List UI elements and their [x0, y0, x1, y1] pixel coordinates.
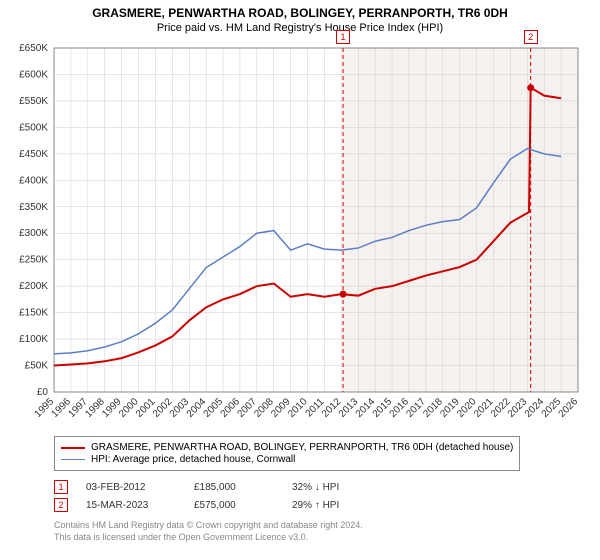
event-marker-2: 2 [524, 30, 538, 44]
legend-row: HPI: Average price, detached house, Corn… [61, 454, 513, 465]
event-delta: 29% ↑ HPI [292, 500, 339, 511]
legend-label: GRASMERE, PENWARTHA ROAD, BOLINGEY, PERR… [91, 442, 513, 453]
event-marker-1: 1 [336, 30, 350, 44]
svg-text:£500K: £500K [19, 122, 48, 133]
svg-text:£550K: £550K [19, 96, 48, 107]
svg-text:£100K: £100K [19, 334, 48, 345]
license-line1: Contains HM Land Registry data © Crown c… [54, 520, 363, 532]
legend-swatch [61, 447, 85, 449]
svg-text:£300K: £300K [19, 228, 48, 239]
license-line2: This data is licensed under the Open Gov… [54, 532, 363, 544]
legend-swatch [61, 459, 85, 460]
svg-text:£450K: £450K [19, 149, 48, 160]
svg-text:£400K: £400K [19, 175, 48, 186]
svg-text:£350K: £350K [19, 202, 48, 213]
price-chart: £0 £50K £100K £150K £200K £250K £300K £350K £400… [0, 0, 600, 440]
event-marker-icon: 1 [54, 480, 68, 494]
svg-text:£200K: £200K [19, 281, 48, 292]
svg-text:£50K: £50K [25, 361, 49, 372]
event-price: £185,000 [194, 482, 274, 493]
events-table: 1 03-FEB-2012 £185,000 32% ↓ HPI 2 15-MAR-202… [54, 476, 339, 516]
event-delta: 32% ↓ HPI [292, 482, 339, 493]
event-row: 2 15-MAR-2023 £575,000 29% ↑ HPI [54, 498, 339, 512]
legend-row: GRASMERE, PENWARTHA ROAD, BOLINGEY, PERR… [61, 442, 513, 453]
event-row: 1 03-FEB-2012 £185,000 32% ↓ HPI [54, 480, 339, 494]
event-date: 15-MAR-2023 [86, 500, 176, 511]
event-price: £575,000 [194, 500, 274, 511]
license-text: Contains HM Land Registry data © Crown c… [54, 520, 363, 543]
legend-label: HPI: Average price, detached house, Corn… [91, 454, 295, 465]
svg-text:£250K: £250K [19, 255, 48, 266]
svg-text:£0: £0 [37, 387, 49, 398]
event-marker-icon: 2 [54, 498, 68, 512]
svg-text:£150K: £150K [19, 308, 48, 319]
event-date: 03-FEB-2012 [86, 482, 176, 493]
svg-text:£650K: £650K [19, 43, 48, 54]
svg-text:£600K: £600K [19, 69, 48, 80]
legend: GRASMERE, PENWARTHA ROAD, BOLINGEY, PERR… [54, 436, 520, 471]
svg-text:2026: 2026 [557, 396, 581, 420]
